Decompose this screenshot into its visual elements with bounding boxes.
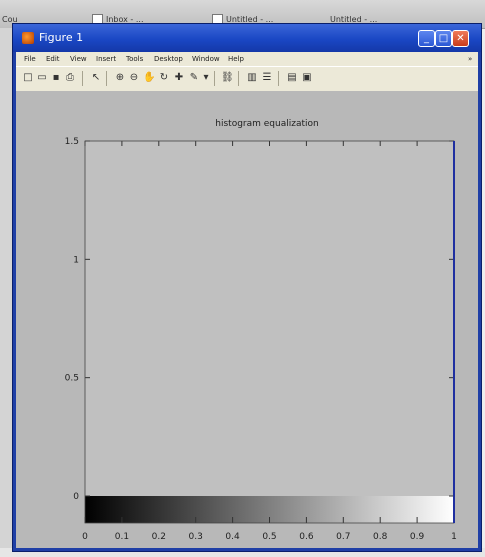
close-icon: ✕ <box>456 33 465 44</box>
x-tick-label: 0.4 <box>225 532 240 542</box>
link-icon[interactable]: ⛓ <box>221 72 234 83</box>
matlab-icon <box>22 32 34 44</box>
open-file-icon[interactable]: ▭ <box>37 72 47 83</box>
background-window-edge <box>0 28 12 557</box>
toolbar-separator <box>238 71 239 86</box>
figure-window: Figure 1 _ □ ✕ File Edit View Insert Too… <box>13 24 481 551</box>
minimize-icon: _ <box>424 33 429 44</box>
x-tick-label: 0.3 <box>189 532 203 542</box>
print-icon[interactable]: ⎙ <box>66 72 74 83</box>
x-tick-label: 0.5 <box>262 532 276 542</box>
bg-item-1-label: Cou <box>2 15 18 24</box>
colorbar-icon[interactable]: ▥ <box>247 72 257 83</box>
brush-dropdown-icon[interactable]: ▾ <box>203 72 209 83</box>
data-cursor-icon[interactable]: ✚ <box>174 72 184 83</box>
menu-overflow-icon[interactable]: » <box>468 55 473 63</box>
menu-tools[interactable]: Tools <box>126 55 144 63</box>
menu-view[interactable]: View <box>70 55 87 63</box>
maximize-button[interactable]: □ <box>435 30 452 47</box>
axes[interactable]: 0 0.1 0.2 0.3 0.4 0.5 0.6 0.7 0.8 0.9 1 0 0.5 1 1.5 <box>16 91 478 548</box>
show-tools-icon[interactable]: ▣ <box>302 72 312 83</box>
y-tick-label: 0 <box>73 492 79 502</box>
x-tick-label: 0.6 <box>299 532 314 542</box>
axes-background <box>85 141 454 496</box>
toolbar-separator <box>214 71 215 86</box>
menu-edit[interactable]: Edit <box>46 55 60 63</box>
window-title: Figure 1 <box>39 31 84 44</box>
background-bottom-strip <box>0 548 485 557</box>
pan-icon[interactable]: ✋ <box>143 72 156 83</box>
bg-item-4-label: Untitled - ... <box>330 15 378 24</box>
x-tick-label: 1 <box>451 532 457 542</box>
maximize-icon: □ <box>438 33 449 44</box>
menu-file[interactable]: File <box>24 55 36 63</box>
save-icon[interactable]: ▪ <box>52 72 60 83</box>
x-tick-label: 0.2 <box>152 532 166 542</box>
plot-title: histogram equalization <box>215 119 319 129</box>
bg-item-4[interactable]: Untitled - ... <box>330 14 377 26</box>
y-tick-label: 1 <box>73 255 79 265</box>
x-tick-label: 0 <box>82 532 88 542</box>
brush-icon[interactable]: ✎ <box>189 72 199 83</box>
menu-bar: File Edit View Insert Tools Desktop Wind… <box>16 52 478 66</box>
toolbar-separator <box>278 71 279 86</box>
hide-tools-icon[interactable]: ▤ <box>287 72 297 83</box>
x-tick-label: 0.7 <box>336 532 350 542</box>
x-tick-label: 0.1 <box>115 532 129 542</box>
menu-desktop[interactable]: Desktop <box>154 55 183 63</box>
bg-item-2-label: Inbox - ... <box>106 15 144 24</box>
arrow-icon[interactable]: ↖ <box>91 72 101 83</box>
zoom-in-icon[interactable]: ⊕ <box>115 72 125 83</box>
menu-help[interactable]: Help <box>228 55 244 63</box>
bg-item-1[interactable]: Cou <box>2 14 18 26</box>
toolbar-separator <box>106 71 107 86</box>
x-tick-label: 0.9 <box>410 532 425 542</box>
legend-icon[interactable]: ☰ <box>262 72 272 83</box>
minimize-button[interactable]: _ <box>418 30 435 47</box>
y-tick-label: 0.5 <box>65 374 79 384</box>
new-figure-icon[interactable]: □ <box>23 72 33 83</box>
figure-canvas[interactable]: histogram equalization 0 0.1 0.2 0.3 0.4 0.5 0… <box>16 91 478 548</box>
toolbar-separator <box>82 71 83 86</box>
rotate-icon[interactable]: ↻ <box>159 72 169 83</box>
menu-window[interactable]: Window <box>192 55 220 63</box>
toolbar: □ ▭ ▪ ⎙ ↖ ⊕ ⊖ ✋ ↻ ✚ ✎ ▾ ⛓ ▥ ☰ ▤ ▣ <box>16 66 478 92</box>
x-tick-label: 0.8 <box>373 532 388 542</box>
zoom-out-icon[interactable]: ⊖ <box>129 72 139 83</box>
bg-item-3-label: Untitled - ... <box>226 15 274 24</box>
menu-insert[interactable]: Insert <box>96 55 117 63</box>
y-tick-label: 1.5 <box>65 137 79 147</box>
title-bar[interactable]: Figure 1 _ □ ✕ <box>13 24 481 52</box>
close-button[interactable]: ✕ <box>452 30 469 47</box>
